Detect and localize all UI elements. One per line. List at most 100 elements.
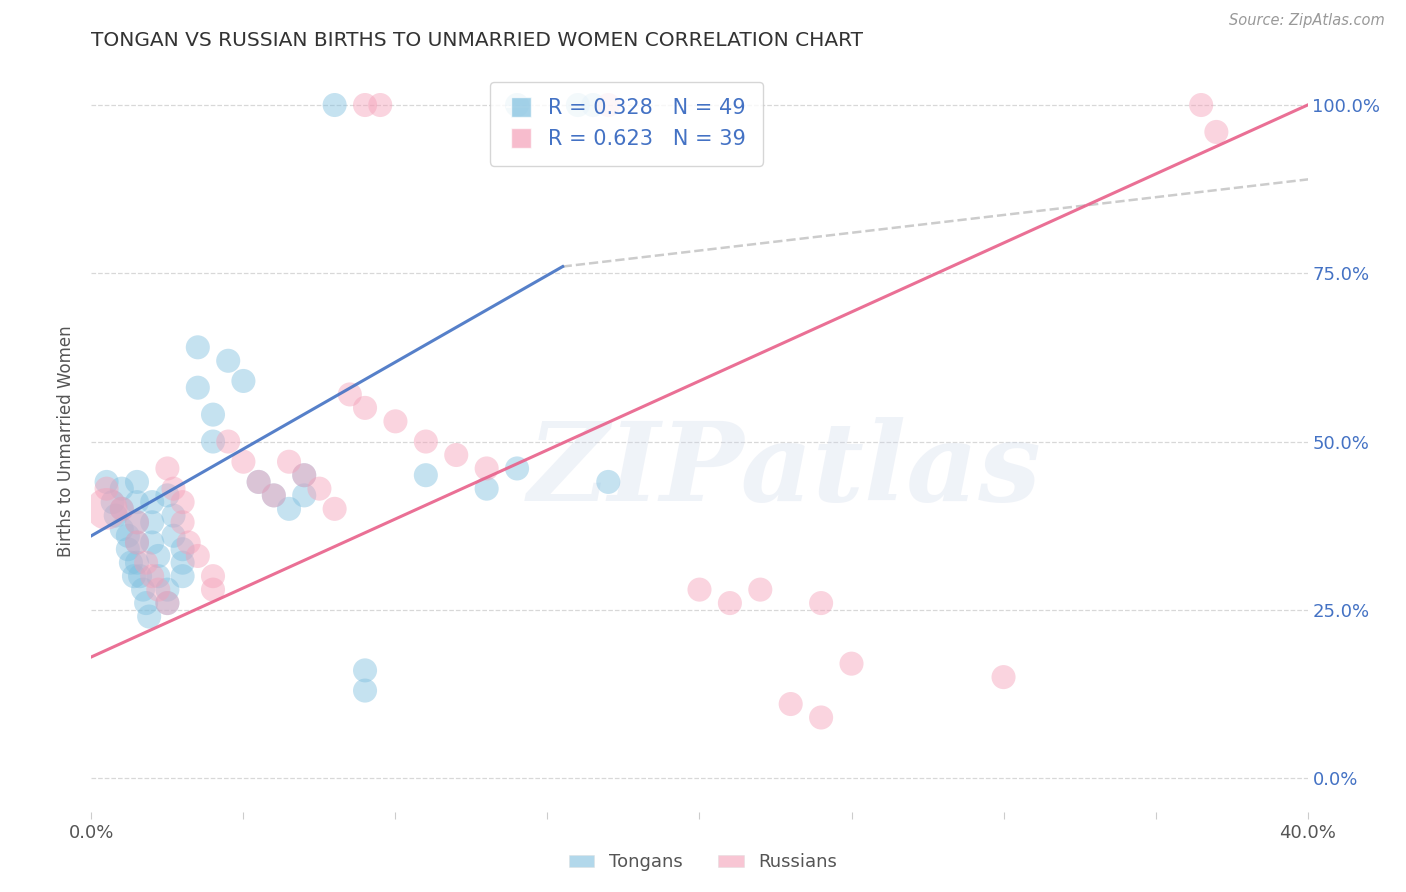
Point bbox=[202, 569, 225, 583]
Point bbox=[135, 596, 157, 610]
Point bbox=[384, 414, 406, 428]
Point bbox=[1205, 125, 1227, 139]
Point bbox=[111, 522, 134, 536]
Point bbox=[292, 488, 315, 502]
Point bbox=[156, 461, 179, 475]
Point bbox=[247, 475, 270, 489]
Point bbox=[217, 434, 239, 449]
Point bbox=[993, 670, 1015, 684]
Point bbox=[135, 556, 157, 570]
Point bbox=[111, 501, 134, 516]
Point bbox=[323, 98, 346, 112]
Point bbox=[104, 508, 127, 523]
Point bbox=[141, 495, 163, 509]
Legend: R = 0.328   N = 49, R = 0.623   N = 39: R = 0.328 N = 49, R = 0.623 N = 39 bbox=[491, 82, 763, 166]
Point bbox=[415, 434, 437, 449]
Point bbox=[162, 508, 184, 523]
Point bbox=[96, 475, 118, 489]
Point bbox=[138, 609, 160, 624]
Point bbox=[263, 488, 285, 502]
Point bbox=[172, 516, 194, 530]
Point bbox=[125, 516, 148, 530]
Point bbox=[125, 535, 148, 549]
Point bbox=[187, 340, 209, 354]
Point bbox=[141, 516, 163, 530]
Point bbox=[278, 455, 301, 469]
Point bbox=[415, 468, 437, 483]
Point bbox=[148, 569, 170, 583]
Point bbox=[475, 482, 498, 496]
Y-axis label: Births to Unmarried Women: Births to Unmarried Women bbox=[58, 326, 76, 558]
Point bbox=[354, 664, 377, 678]
Point bbox=[247, 475, 270, 489]
Point bbox=[162, 529, 184, 543]
Point bbox=[129, 569, 152, 583]
Point bbox=[148, 582, 170, 597]
Point bbox=[567, 98, 589, 112]
Point bbox=[141, 569, 163, 583]
Point bbox=[111, 501, 134, 516]
Point bbox=[141, 535, 163, 549]
Point bbox=[156, 596, 179, 610]
Point bbox=[156, 596, 179, 610]
Point bbox=[111, 482, 134, 496]
Point bbox=[177, 535, 200, 549]
Point bbox=[125, 535, 148, 549]
Point bbox=[125, 556, 148, 570]
Point bbox=[506, 98, 529, 112]
Point bbox=[292, 468, 315, 483]
Point bbox=[122, 569, 145, 583]
Point bbox=[263, 488, 285, 502]
Text: Source: ZipAtlas.com: Source: ZipAtlas.com bbox=[1229, 13, 1385, 29]
Point bbox=[749, 582, 772, 597]
Point bbox=[688, 582, 710, 597]
Point bbox=[582, 98, 605, 112]
Point bbox=[162, 482, 184, 496]
Point bbox=[172, 569, 194, 583]
Point bbox=[117, 542, 139, 557]
Point bbox=[120, 556, 142, 570]
Point bbox=[292, 468, 315, 483]
Point bbox=[148, 549, 170, 563]
Point bbox=[202, 408, 225, 422]
Point bbox=[232, 374, 254, 388]
Point bbox=[96, 482, 118, 496]
Point bbox=[278, 501, 301, 516]
Point bbox=[101, 495, 124, 509]
Point bbox=[506, 461, 529, 475]
Point bbox=[172, 495, 194, 509]
Point bbox=[202, 582, 225, 597]
Point bbox=[779, 697, 801, 711]
Point bbox=[354, 401, 377, 415]
Point bbox=[444, 448, 467, 462]
Point bbox=[172, 556, 194, 570]
Point bbox=[475, 461, 498, 475]
Point bbox=[841, 657, 863, 671]
Point bbox=[1189, 98, 1212, 112]
Point bbox=[172, 542, 194, 557]
Point bbox=[718, 596, 741, 610]
Point bbox=[598, 475, 620, 489]
Point bbox=[217, 353, 239, 368]
Point bbox=[232, 455, 254, 469]
Point bbox=[202, 434, 225, 449]
Point bbox=[125, 495, 148, 509]
Point bbox=[339, 387, 361, 401]
Point bbox=[132, 582, 155, 597]
Point bbox=[187, 549, 209, 563]
Point bbox=[598, 98, 620, 112]
Legend: Tongans, Russians: Tongans, Russians bbox=[561, 847, 845, 879]
Point bbox=[156, 582, 179, 597]
Point bbox=[187, 381, 209, 395]
Text: ZIPatlas: ZIPatlas bbox=[527, 417, 1042, 524]
Point bbox=[117, 529, 139, 543]
Point bbox=[354, 683, 377, 698]
Text: TONGAN VS RUSSIAN BIRTHS TO UNMARRIED WOMEN CORRELATION CHART: TONGAN VS RUSSIAN BIRTHS TO UNMARRIED WO… bbox=[91, 31, 863, 50]
Point bbox=[810, 710, 832, 724]
Point bbox=[354, 98, 377, 112]
Point bbox=[810, 596, 832, 610]
Point bbox=[323, 501, 346, 516]
Point bbox=[368, 98, 391, 112]
Point bbox=[156, 488, 179, 502]
Point bbox=[125, 475, 148, 489]
